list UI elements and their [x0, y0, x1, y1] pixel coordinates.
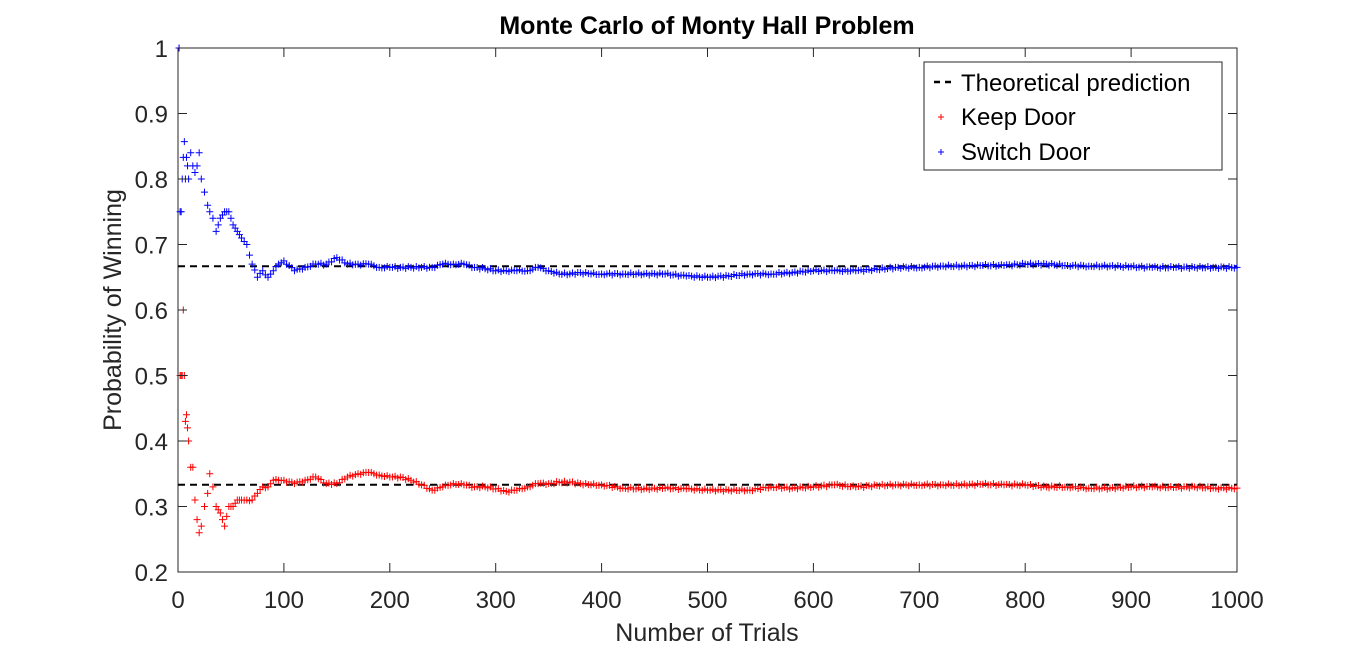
legend-label-theoretical: Theoretical prediction [961, 70, 1190, 97]
y-tick-label: 0.8 [135, 167, 168, 194]
data-point-plus [259, 267, 267, 275]
data-point-plus [206, 208, 214, 216]
data-point-plus [191, 496, 199, 504]
data-point-plus [197, 522, 205, 530]
y-axis-ticks: 0.2 0.3 0.4 0.5 0.6 0.7 0.8 0.9 1 [135, 36, 1237, 587]
data-point-plus [248, 260, 256, 268]
data-point-plus [182, 153, 190, 161]
data-point-plus [253, 273, 261, 281]
legend-keep-door-marker [938, 114, 944, 120]
data-point-plus [223, 512, 231, 520]
x-tick-label: 600 [793, 587, 833, 614]
data-point-plus [177, 208, 185, 216]
y-tick-label: 0.4 [135, 429, 168, 456]
data-point-plus [243, 241, 251, 248]
y-tick-label: 0.7 [135, 233, 168, 260]
data-point-plus [253, 489, 261, 497]
x-tick-label: 800 [1005, 587, 1045, 614]
data-point-plus [248, 496, 256, 504]
legend-label-switch-door: Switch Door [961, 139, 1090, 166]
data-point-plus [225, 208, 233, 216]
data-point-plus [204, 489, 212, 497]
data-point-plus [238, 234, 246, 242]
x-tick-label: 100 [264, 587, 304, 614]
x-axis-ticks: 0 100 200 300 400 500 600 700 800 900 1000 [171, 48, 1264, 614]
x-tick-label: 500 [687, 587, 727, 614]
keep-door-series [175, 44, 1241, 537]
x-tick-label: 700 [899, 587, 939, 614]
data-point-plus [245, 251, 253, 259]
y-tick-label: 0.3 [135, 495, 168, 522]
data-point-plus [251, 266, 259, 274]
y-tick-label: 0.2 [135, 560, 168, 587]
data-point-plus [200, 188, 208, 196]
data-point-plus [269, 267, 277, 275]
legend-switch-door-marker [938, 149, 944, 155]
data-point-plus [200, 503, 208, 510]
data-point-plus [197, 175, 205, 183]
data-point-plus [193, 516, 201, 524]
legend-label-keep-door: Keep Door [961, 104, 1076, 131]
data-point-plus [214, 221, 222, 229]
data-point-plus [209, 214, 217, 222]
data-point-plus [189, 463, 197, 471]
data-series-layer [175, 44, 1241, 537]
data-point-plus [195, 149, 203, 157]
data-point-plus [1233, 263, 1241, 271]
data-point-plus [227, 214, 235, 222]
data-point-plus [182, 411, 190, 419]
x-tick-label: 900 [1111, 587, 1151, 614]
data-point-plus [204, 201, 212, 209]
x-tick-label: 1000 [1210, 587, 1263, 614]
data-point-plus [218, 516, 226, 524]
data-point-plus [191, 168, 199, 176]
data-point-plus [181, 417, 189, 425]
x-tick-label: 400 [582, 587, 622, 614]
legend: Theoretical prediction Keep Door Switch … [923, 61, 1223, 171]
y-tick-label: 0.9 [135, 102, 168, 129]
data-point-plus [180, 138, 188, 146]
x-tick-label: 200 [370, 587, 410, 614]
theoretical-lines [178, 265, 1237, 486]
data-point-plus [1233, 484, 1241, 492]
data-point-plus [216, 509, 224, 517]
x-axis-label: Number of Trials [615, 619, 798, 647]
y-tick-label: 1 [155, 36, 168, 63]
data-point-plus [187, 149, 195, 157]
data-point-plus [193, 162, 201, 170]
switch-door-series [175, 44, 1241, 282]
y-axis-label: Probability of Winning [99, 189, 127, 431]
data-point-plus [209, 483, 217, 491]
x-tick-label: 0 [171, 587, 184, 614]
data-point-plus [221, 522, 229, 530]
data-point-plus [184, 424, 192, 432]
legend-box [923, 61, 1223, 171]
chart-title: Monte Carlo of Monty Hall Problem [499, 12, 914, 40]
y-tick-label: 0.6 [135, 298, 168, 325]
data-point-plus [206, 470, 214, 478]
y-tick-label: 0.5 [135, 364, 168, 391]
data-point-plus [212, 227, 220, 235]
data-point-plus [195, 529, 203, 537]
x-tick-label: 300 [476, 587, 516, 614]
